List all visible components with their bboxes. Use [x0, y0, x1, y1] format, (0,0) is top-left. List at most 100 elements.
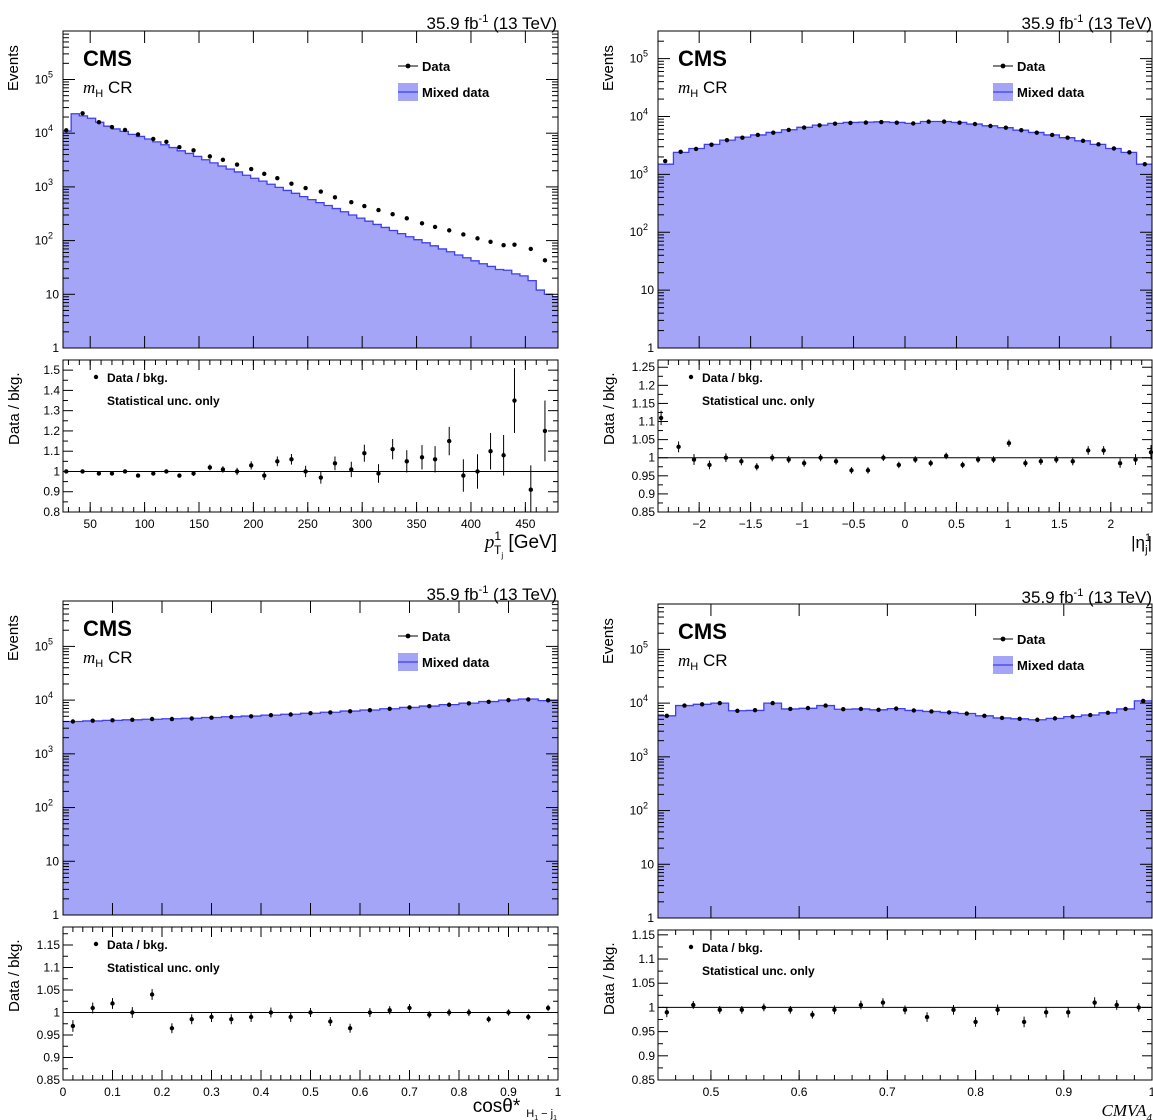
- data-point: [135, 132, 141, 137]
- ratio-point: [275, 459, 280, 464]
- data-point: [149, 716, 155, 722]
- x-tick-label: 50: [84, 517, 98, 531]
- y-axis-label: Events: [5, 615, 22, 661]
- y-tick-label: 102: [630, 222, 648, 239]
- data-point: [432, 224, 438, 230]
- data-point: [724, 137, 730, 143]
- ratio-y-tick-label: 1.1: [43, 444, 60, 458]
- ratio-point: [528, 487, 534, 492]
- data-point: [229, 714, 234, 720]
- ratio-point: [177, 473, 182, 478]
- legend-mixed-label: Mixed data: [422, 85, 490, 100]
- data-point: [1049, 132, 1055, 138]
- x-tick-label: 1.5: [1051, 517, 1068, 531]
- ratio-point: [1021, 1019, 1027, 1025]
- mixed-data-histogram: [658, 700, 1152, 918]
- mixed-data-outline: [63, 113, 558, 298]
- mixed-data-outline: [658, 700, 1152, 721]
- x-tick-label: 0.9: [1055, 1085, 1072, 1099]
- region-label: mH CR: [678, 78, 728, 100]
- ratio-point: [739, 1007, 745, 1013]
- ratio-y-tick-label: 0.9: [638, 487, 655, 501]
- x-tick-label: 150: [189, 517, 209, 531]
- ratio-point: [717, 1007, 722, 1013]
- data-point: [289, 181, 294, 186]
- data-point: [191, 148, 196, 153]
- x-tick-label: 0.3: [203, 1085, 220, 1099]
- y-tick-label: 105: [35, 636, 53, 653]
- y-tick-label: 105: [630, 639, 648, 656]
- data-point: [164, 139, 169, 145]
- data-point: [664, 713, 670, 719]
- y-tick-label: 1: [647, 341, 654, 355]
- data-point: [220, 157, 226, 162]
- ratio-point: [991, 457, 996, 462]
- data-point: [771, 130, 776, 135]
- cms-label: CMS: [83, 46, 132, 71]
- ratio-point: [501, 453, 506, 458]
- legend-mixed-label: Mixed data: [422, 655, 490, 670]
- ratio-point: [960, 462, 965, 468]
- x-tick-label: 0.6: [352, 1085, 369, 1099]
- x-tick-label: 250: [298, 517, 318, 531]
- ratio-point: [209, 1014, 214, 1020]
- ratio-point: [90, 1005, 95, 1011]
- lumi-label: 35.9 fb-1 (13 TeV): [1022, 13, 1152, 33]
- ratio-point: [207, 465, 213, 470]
- data-point: [1127, 150, 1132, 155]
- data-point: [328, 710, 333, 715]
- data-point: [1003, 125, 1009, 130]
- ratio-point: [407, 1005, 412, 1011]
- ratio-point: [658, 415, 664, 421]
- data-point: [512, 242, 517, 247]
- ratio-y-tick-label: 1.15: [37, 938, 61, 952]
- legend-data-marker: [405, 633, 411, 639]
- ratio-point: [1023, 460, 1028, 466]
- data-point: [682, 703, 687, 708]
- data-point: [988, 123, 993, 129]
- ratio-y-tick-label: 1: [53, 464, 60, 478]
- data-point: [1140, 698, 1146, 704]
- ratio-point: [249, 463, 254, 468]
- data-point: [262, 171, 267, 177]
- ratio-point: [810, 1012, 815, 1017]
- main-plot-frame: [657, 603, 1153, 919]
- ratio-y-tick-label: 1.05: [37, 983, 61, 997]
- y-axis-label: Events: [600, 45, 617, 91]
- data-point: [788, 706, 793, 712]
- data-point: [189, 716, 194, 721]
- ratio-plot-frame: [62, 359, 559, 513]
- panel-p1: 35.9 fb-1 (13 TeV) 1 10 102 103 104 105 Events C…: [5, 13, 559, 560]
- data-point: [911, 121, 916, 126]
- x-tick-label: 100: [135, 517, 155, 531]
- legend-mixed-label: Mixed data: [1017, 85, 1085, 100]
- data-point: [526, 697, 531, 702]
- ratio-point: [318, 475, 324, 480]
- ratio-point: [1043, 1010, 1049, 1015]
- ratio-point: [526, 1014, 531, 1020]
- data-point: [390, 212, 395, 217]
- data-point: [693, 146, 699, 152]
- ratio-y-tick-label: 1.05: [632, 976, 656, 990]
- ratio-point: [951, 1007, 956, 1013]
- panel-p4: 35.9 fb-1 (13 TeV) 1 10 102 103 104 105 Events C…: [600, 587, 1153, 1120]
- ratio-y-tick-label: 1.2: [638, 378, 655, 392]
- data-point: [447, 228, 452, 233]
- data-point: [528, 246, 534, 252]
- y-tick-label: 10: [641, 283, 655, 297]
- y-tick-label: 10: [46, 287, 60, 301]
- data-point: [1034, 130, 1039, 135]
- y-tick-label: 104: [630, 693, 648, 710]
- data-point: [488, 239, 493, 244]
- x-tick-label: 350: [407, 517, 427, 531]
- y-tick-label: 102: [35, 798, 53, 815]
- x-tick-label: 0.6: [791, 1085, 808, 1099]
- y-tick-label: 10: [46, 854, 60, 868]
- x-tick-label: 0.1: [104, 1085, 121, 1099]
- ratio-point: [229, 1017, 234, 1022]
- data-point: [506, 697, 511, 703]
- data-point: [999, 715, 1005, 721]
- ratio-point: [349, 467, 354, 472]
- data-point: [542, 258, 548, 263]
